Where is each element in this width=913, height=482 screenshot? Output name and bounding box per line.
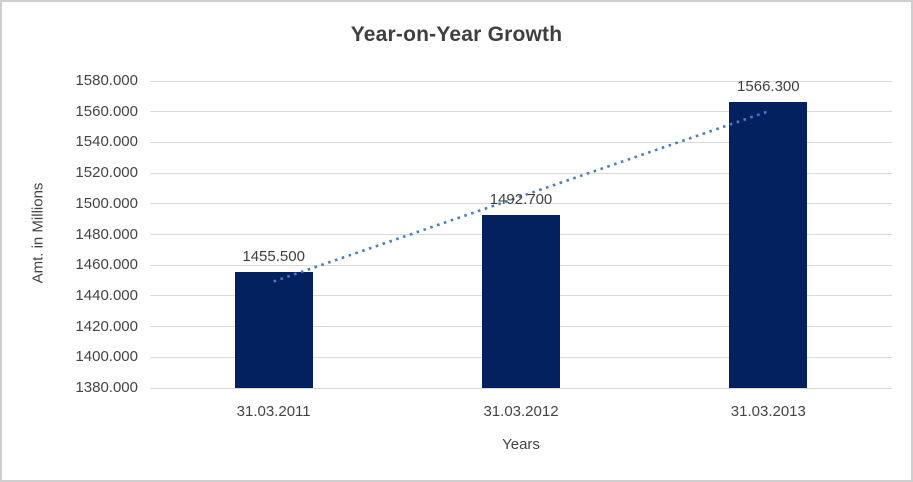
bar-31.03.2012: [482, 215, 560, 388]
bar-value-label: 1492.700: [489, 191, 553, 208]
x-tick-label: 31.03.2013: [730, 403, 806, 420]
plot-area: [150, 80, 892, 389]
chart-title: Year-on-Year Growth: [350, 23, 563, 46]
x-tick-label: 31.03.2011: [236, 403, 311, 420]
x-axis-title: Years: [502, 436, 540, 453]
bar-value-label: 1566.300: [737, 78, 800, 96]
y-tick-label: 1500.000: [75, 194, 138, 212]
y-tick-label: 1440.000: [75, 286, 138, 304]
y-tick-label: 1520.000: [75, 164, 138, 182]
y-tick-label: 1460.000: [75, 256, 138, 274]
y-tick-label: 1400.000: [75, 348, 138, 366]
y-tick-label: 1560.000: [75, 102, 138, 120]
y-tick-label: 1540.000: [75, 133, 138, 151]
bar-31.03.2013: [729, 102, 808, 388]
y-tick-label: 1380.000: [75, 379, 138, 396]
bar-31.03.2011: [234, 272, 313, 388]
y-tick-label: 1480.000: [75, 225, 138, 243]
y-tick-label: 1580.000: [75, 72, 138, 89]
gridline: [150, 80, 892, 82]
gridline: [150, 387, 892, 389]
y-tick-label: 1420.000: [75, 317, 138, 335]
x-tick-label: 31.03.2012: [483, 403, 559, 420]
bar-value-label: 1455.500: [242, 248, 305, 266]
